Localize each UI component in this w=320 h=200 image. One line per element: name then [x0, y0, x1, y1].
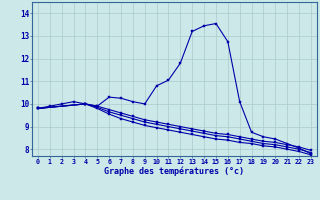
X-axis label: Graphe des températures (°c): Graphe des températures (°c): [104, 166, 244, 176]
